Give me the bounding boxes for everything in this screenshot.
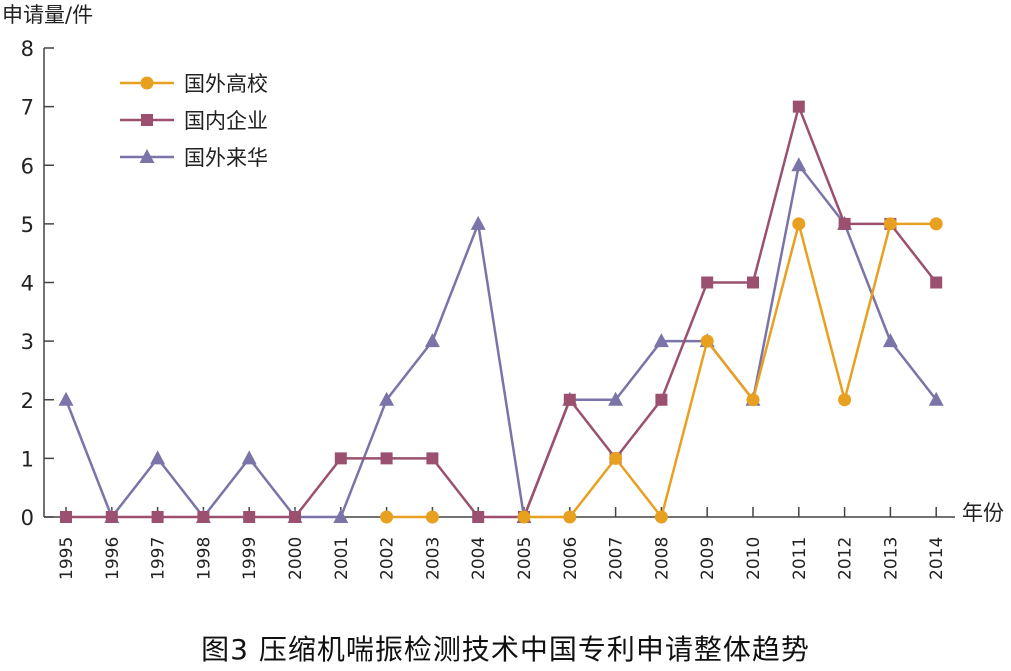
x-tick-label: 2013 bbox=[881, 537, 901, 580]
data-point bbox=[151, 511, 164, 523]
series-line bbox=[66, 105, 938, 519]
y-tick-label: 4 bbox=[21, 272, 34, 296]
x-axis-title: 年份 bbox=[962, 501, 1004, 525]
y-axis-title: 申请量/件 bbox=[2, 3, 93, 27]
data-point bbox=[563, 393, 576, 406]
y-tick-label: 3 bbox=[21, 330, 34, 354]
data-point bbox=[243, 511, 256, 523]
legend-marker bbox=[139, 149, 155, 163]
x-tick-label: 2005 bbox=[515, 537, 535, 580]
y-tick-label: 7 bbox=[21, 96, 34, 120]
data-point bbox=[792, 217, 806, 231]
data-point bbox=[838, 217, 851, 230]
y-tick-label: 0 bbox=[21, 506, 34, 530]
data-point bbox=[929, 217, 943, 231]
x-tick-label: 2002 bbox=[378, 537, 398, 580]
data-point bbox=[700, 334, 714, 348]
x-tick-label: 2004 bbox=[469, 537, 489, 580]
y-axis: 申请量/件 0 1 2 3 4 5 6 7 8 bbox=[2, 3, 93, 530]
y-tick-label: 5 bbox=[21, 213, 34, 237]
data-point bbox=[150, 450, 166, 465]
x-tick-label: 1997 bbox=[149, 537, 169, 580]
data-point bbox=[701, 276, 714, 289]
legend-item: 国内企业 bbox=[120, 109, 268, 133]
legend-item: 国外高校 bbox=[120, 72, 268, 96]
x-tick-label: 2001 bbox=[332, 537, 352, 580]
data-point bbox=[838, 393, 852, 407]
data-point bbox=[928, 391, 944, 406]
y-ticks: 0 1 2 3 4 5 6 7 8 bbox=[21, 37, 54, 530]
x-tick-label: 2009 bbox=[698, 537, 718, 580]
legend-item: 国外来华 bbox=[120, 146, 268, 170]
x-tick-label: 1995 bbox=[57, 537, 77, 580]
x-tick-label: 1999 bbox=[240, 537, 260, 580]
figure-caption: 图3 压缩机喘振检测技术中国专利申请整体趋势 bbox=[201, 633, 810, 666]
series-3 bbox=[58, 157, 944, 523]
y-tick-label: 6 bbox=[21, 154, 34, 178]
x-tick-label: 1996 bbox=[103, 537, 123, 580]
data-point bbox=[425, 510, 439, 524]
series-line bbox=[64, 164, 938, 519]
data-point bbox=[563, 510, 577, 524]
legend-marker bbox=[140, 76, 154, 90]
legend-label: 国外来华 bbox=[184, 146, 268, 170]
data-point bbox=[380, 452, 393, 465]
data-point bbox=[882, 333, 898, 348]
y-tick-label: 2 bbox=[21, 389, 34, 413]
data-point bbox=[517, 510, 531, 524]
data-point bbox=[105, 511, 118, 523]
x-tick-label: 2007 bbox=[607, 537, 627, 580]
data-point bbox=[746, 393, 760, 407]
data-point bbox=[472, 511, 485, 523]
data-point bbox=[792, 100, 805, 113]
data-point bbox=[58, 391, 74, 406]
legend-marker bbox=[141, 114, 153, 126]
y-tick-label: 8 bbox=[21, 37, 34, 61]
data-point bbox=[60, 511, 72, 523]
series-line bbox=[524, 222, 937, 519]
data-point bbox=[883, 217, 897, 231]
data-point bbox=[655, 393, 668, 406]
x-tick-label: 1998 bbox=[194, 537, 214, 580]
data-point bbox=[653, 333, 669, 348]
x-tick-label: 2010 bbox=[744, 537, 764, 580]
data-point bbox=[930, 276, 943, 289]
x-tick-label: 2014 bbox=[927, 537, 947, 580]
x-tick-label: 2012 bbox=[836, 537, 856, 580]
legend-label: 国内企业 bbox=[184, 109, 268, 133]
data-point bbox=[334, 452, 347, 465]
x-tick-label: 2000 bbox=[286, 537, 306, 580]
x-tick-label: 2006 bbox=[561, 537, 581, 580]
data-point bbox=[289, 511, 301, 523]
legend-label: 国外高校 bbox=[184, 72, 268, 96]
series-1 bbox=[380, 217, 943, 524]
x-tick-label: 2008 bbox=[652, 537, 672, 580]
data-point bbox=[654, 510, 668, 524]
data-point bbox=[426, 452, 439, 465]
data-point bbox=[380, 510, 394, 524]
data-point bbox=[241, 450, 257, 465]
data-point bbox=[608, 391, 624, 406]
data-point bbox=[333, 509, 349, 523]
y-tick-label: 1 bbox=[21, 447, 34, 471]
data-point bbox=[609, 451, 623, 465]
series-group bbox=[58, 100, 944, 524]
data-point bbox=[379, 391, 395, 406]
data-point bbox=[747, 276, 759, 289]
data-point bbox=[470, 215, 486, 230]
data-point bbox=[791, 157, 807, 172]
data-point bbox=[197, 511, 210, 523]
x-tick-label: 2003 bbox=[423, 537, 443, 580]
data-point bbox=[424, 333, 440, 348]
x-tick-label: 2011 bbox=[790, 537, 810, 580]
